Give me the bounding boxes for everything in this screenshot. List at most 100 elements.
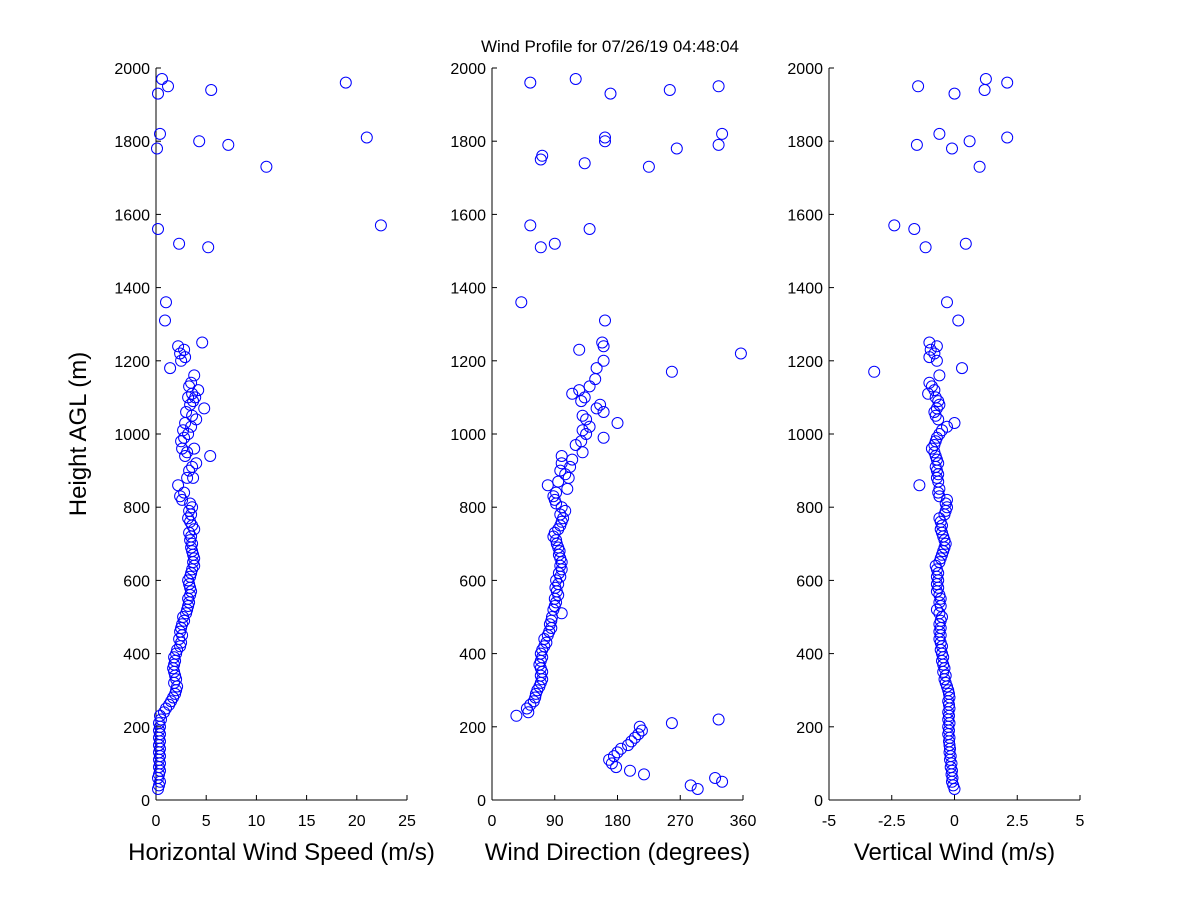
data-point [936, 611, 948, 623]
data-point [928, 384, 941, 397]
y-tick-label: 1200 [114, 354, 150, 371]
data-point [178, 486, 191, 499]
y-tick-label: 2000 [787, 61, 823, 78]
data-point [956, 362, 968, 375]
data-point [599, 135, 611, 148]
data-point [709, 772, 722, 784]
x-tick-label: 20 [348, 813, 366, 830]
data-point [933, 428, 946, 440]
data-point [193, 135, 206, 148]
x-tick-label: -2.5 [878, 813, 906, 830]
data-point [152, 87, 164, 100]
y-tick-label: 1800 [114, 134, 150, 151]
data-point [597, 431, 610, 444]
data-point [189, 391, 202, 404]
panel-vertical: 0 200 400 600 800 1000 1200 1400 1600 1800 2000 -5 -… [787, 61, 1084, 866]
y-tick-label: 1600 [787, 207, 823, 224]
data-point [154, 709, 166, 722]
data-point [978, 84, 991, 96]
data-point [933, 607, 946, 620]
data-point [177, 424, 190, 437]
data-point [175, 435, 188, 448]
data-point [569, 73, 582, 85]
y-tick-label: 800 [123, 500, 150, 517]
data-point [583, 223, 596, 235]
y-tick-label: 1400 [450, 281, 486, 298]
data-point [172, 340, 185, 353]
data-point [979, 73, 992, 85]
data-point [510, 709, 523, 722]
data-point [549, 581, 562, 594]
y-tick-label: 1200 [787, 354, 823, 371]
y-tick-label: 1000 [450, 427, 486, 444]
data-point [162, 80, 174, 93]
data-point [548, 526, 561, 539]
data-point [625, 735, 638, 748]
data-point [187, 548, 200, 561]
data-point [185, 567, 198, 580]
data-point [596, 336, 609, 349]
data-point [573, 384, 586, 397]
panel-direction: 0 200 400 600 800 1000 1200 1400 1600 1800 2000 0 90… [450, 61, 756, 866]
x-tick-label: 0 [152, 813, 161, 830]
data-point [190, 457, 203, 470]
data-point [599, 131, 611, 144]
data-point [185, 585, 198, 598]
data-point [578, 157, 591, 170]
data-point [943, 691, 956, 704]
data-points [510, 73, 747, 795]
y-tick-label: 0 [141, 793, 150, 810]
data-point [594, 398, 607, 411]
data-point [540, 636, 553, 649]
data-point [959, 237, 972, 250]
data-point [670, 142, 683, 155]
data-point [642, 160, 655, 173]
data-point [183, 464, 196, 477]
data-point [170, 684, 183, 697]
y-tick-label: 200 [796, 720, 823, 737]
x-tick-label: 0 [488, 813, 497, 830]
data-point [597, 406, 610, 418]
data-point [923, 336, 936, 349]
data-point [557, 512, 570, 525]
data-point [172, 479, 185, 492]
data-point [941, 420, 953, 433]
x-tick-label: 15 [298, 813, 316, 830]
data-point [590, 362, 603, 375]
data-point [929, 460, 942, 473]
y-tick-label: 800 [796, 500, 823, 517]
data-point [608, 750, 620, 763]
data-point [554, 508, 567, 521]
data-point [924, 343, 937, 356]
data-point [633, 720, 646, 733]
y-tick-label: 2000 [450, 61, 486, 78]
data-point [183, 504, 196, 517]
data-point [566, 387, 579, 400]
data-point [597, 354, 610, 367]
data-point [188, 442, 201, 455]
y-tick-label: 0 [477, 793, 486, 810]
data-point [152, 223, 164, 235]
data-point [198, 402, 211, 415]
y-tick-label: 600 [459, 573, 486, 590]
data-point [374, 219, 387, 232]
x-tick-label: 2.5 [1006, 813, 1028, 830]
data-point [604, 87, 617, 100]
data-point [196, 336, 209, 349]
data-point [663, 84, 676, 96]
y-tick-label: 1600 [114, 207, 150, 224]
data-point [175, 354, 188, 367]
data-point [552, 567, 565, 580]
y-tick-label: 1600 [450, 207, 486, 224]
data-point [734, 347, 747, 360]
data-point [202, 241, 215, 254]
x-tick-label: 25 [398, 813, 416, 830]
data-point [908, 223, 921, 235]
data-point [178, 614, 191, 627]
y-tick-label: 1000 [787, 427, 823, 444]
y-tick-label: 1200 [450, 354, 486, 371]
data-point [912, 80, 925, 93]
data-point [153, 779, 165, 792]
data-point [925, 442, 938, 455]
